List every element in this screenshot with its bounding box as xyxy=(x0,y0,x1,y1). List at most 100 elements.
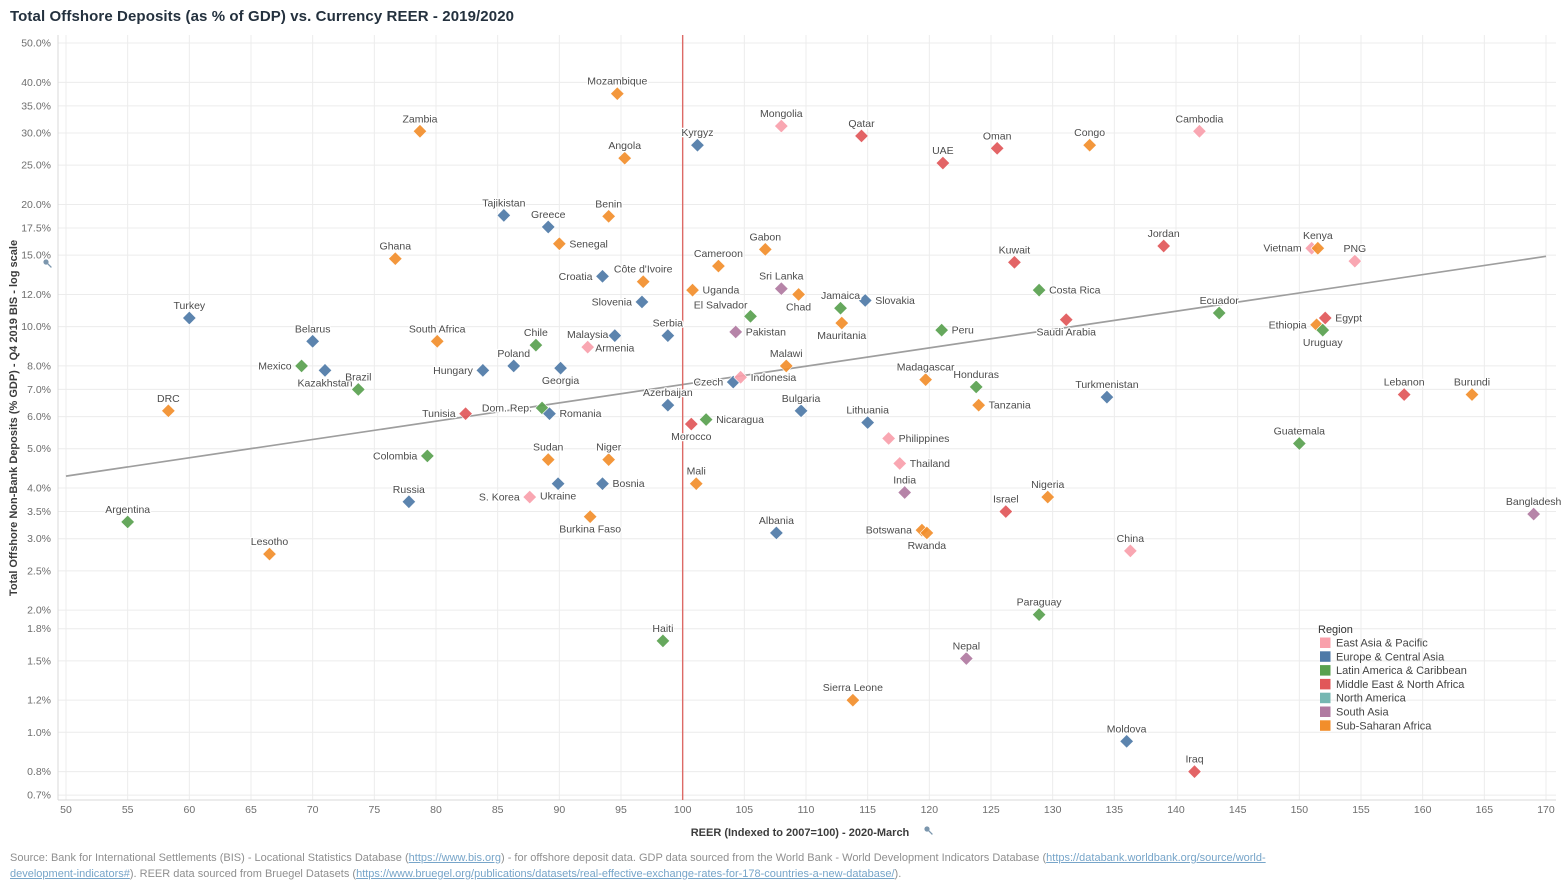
point-Costa Rica[interactable] xyxy=(1031,282,1047,298)
point-Turkey[interactable] xyxy=(182,310,197,326)
point-Romania[interactable] xyxy=(542,406,557,421)
point-Israel[interactable] xyxy=(998,504,1014,519)
point-Nepal[interactable] xyxy=(959,651,974,666)
point-Brazil[interactable] xyxy=(351,382,366,397)
point-Burkina Faso[interactable] xyxy=(582,509,598,524)
point-Tanzania[interactable] xyxy=(971,397,986,413)
point-Nicaragua[interactable] xyxy=(698,412,714,427)
point-Nigeria[interactable] xyxy=(1040,489,1055,505)
point-DRC[interactable] xyxy=(161,403,176,419)
point-Moldova[interactable] xyxy=(1119,734,1134,749)
legend-item-South Asia[interactable]: South Asia xyxy=(1320,706,1389,719)
legend-item-Europe & Central Asia[interactable]: Europe & Central Asia xyxy=(1320,651,1445,663)
point-Cameroon[interactable] xyxy=(711,258,726,274)
point-UAE[interactable] xyxy=(935,155,951,171)
point-Lithuania[interactable] xyxy=(860,415,875,430)
source-link[interactable]: https://www.bruegel.org/publications/dat… xyxy=(356,867,895,880)
point-El Salvador[interactable] xyxy=(743,309,758,324)
point-South Africa[interactable] xyxy=(430,334,445,349)
point-Uganda[interactable] xyxy=(685,282,700,298)
point-Pakistan[interactable] xyxy=(728,324,743,340)
point-Dom. Rep.[interactable] xyxy=(534,400,550,416)
point-Ghana[interactable] xyxy=(388,251,403,266)
point-Mongolia[interactable] xyxy=(774,118,789,134)
point-Serbia[interactable] xyxy=(660,328,676,343)
legend-item-Latin America & Caribbean[interactable]: Latin America & Caribbean xyxy=(1320,665,1467,677)
point-Peru[interactable] xyxy=(934,322,949,338)
point-Chile[interactable] xyxy=(528,337,544,353)
point-Turkmenistan[interactable] xyxy=(1099,389,1115,405)
point-Azerbaijan[interactable] xyxy=(660,397,676,413)
point-Mauritania[interactable] xyxy=(834,315,849,331)
point-Gabon[interactable] xyxy=(758,242,773,257)
point-Bosnia[interactable] xyxy=(595,476,610,491)
point-Iraq[interactable] xyxy=(1187,764,1202,779)
point-Zambia[interactable] xyxy=(412,124,428,139)
point-Chad[interactable] xyxy=(791,287,806,302)
point-Croatia[interactable] xyxy=(595,269,610,284)
point-Honduras[interactable] xyxy=(968,379,984,395)
legend-item-North America[interactable]: North America xyxy=(1320,692,1407,705)
point-Belarus[interactable] xyxy=(305,334,320,349)
point-Niger[interactable] xyxy=(601,452,616,467)
point-Morocco[interactable] xyxy=(684,416,699,432)
legend-item-Sub-Saharan Africa[interactable]: Sub-Saharan Africa xyxy=(1320,720,1432,732)
point-Russia[interactable] xyxy=(401,494,417,509)
point-Slovakia[interactable] xyxy=(857,293,873,308)
point-Paraguay[interactable] xyxy=(1031,607,1047,622)
point-Greece[interactable] xyxy=(541,219,556,235)
source-link[interactable]: https://www.bis.org xyxy=(408,852,501,864)
point-Malaysia[interactable] xyxy=(580,339,595,355)
point-Argentina[interactable] xyxy=(120,514,135,530)
point-Guatemala[interactable] xyxy=(1292,436,1307,451)
point-Kyrgyz[interactable] xyxy=(690,137,705,153)
point-Ethiopia[interactable] xyxy=(1309,317,1324,333)
point-India[interactable] xyxy=(897,485,912,500)
point-Ecuador[interactable] xyxy=(1211,305,1227,321)
point-Oman[interactable] xyxy=(989,141,1005,156)
point-PNG[interactable] xyxy=(1347,253,1363,269)
point-S. Korea[interactable] xyxy=(522,489,537,505)
point-Sudan[interactable] xyxy=(541,452,556,467)
point-Egypt[interactable] xyxy=(1318,310,1333,326)
point-Burundi[interactable] xyxy=(1464,387,1480,402)
point-Haiti[interactable] xyxy=(655,633,671,649)
point-Qatar[interactable] xyxy=(854,128,869,144)
point-Georgia[interactable] xyxy=(553,360,568,376)
legend-item-East Asia & Pacific[interactable]: East Asia & Pacific xyxy=(1320,637,1428,650)
point-Thailand[interactable] xyxy=(892,456,907,471)
source-link[interactable]: https://databank.worldbank.org/source/wo… xyxy=(10,852,1266,880)
point-Mexico[interactable] xyxy=(294,358,309,374)
point-Côte d'Ivoire[interactable] xyxy=(635,274,651,289)
point-Sierra Leone[interactable] xyxy=(845,692,861,708)
point-Madagascar[interactable] xyxy=(918,372,933,387)
point-Bulgaria[interactable] xyxy=(793,403,809,419)
point-Philippines[interactable] xyxy=(881,431,896,446)
point-Bangladesh[interactable] xyxy=(1526,506,1541,522)
point-Saudi Arabia[interactable] xyxy=(1059,312,1074,327)
point-Congo[interactable] xyxy=(1082,137,1097,153)
point-Indonesia[interactable] xyxy=(733,370,748,385)
point-Benin[interactable] xyxy=(601,209,616,224)
point-Jamaica[interactable] xyxy=(833,300,848,316)
point-Slovenia[interactable] xyxy=(634,294,650,310)
point-Mali[interactable] xyxy=(689,476,704,491)
point-Jordan[interactable] xyxy=(1156,238,1171,254)
point-Tunisia[interactable] xyxy=(458,406,473,421)
point-Armenia[interactable] xyxy=(607,328,623,343)
point-Poland[interactable] xyxy=(506,358,521,374)
point-Uruguay[interactable] xyxy=(1315,322,1330,338)
point-Tajikistan[interactable] xyxy=(496,208,512,223)
point-Albania[interactable] xyxy=(769,525,784,541)
legend-item-Middle East & North Africa[interactable]: Middle East & North Africa xyxy=(1320,678,1465,691)
point-Malawi[interactable] xyxy=(779,358,794,374)
point-Rwanda[interactable] xyxy=(919,525,935,541)
point-Kenya[interactable] xyxy=(1310,241,1326,256)
point-Ukraine[interactable] xyxy=(550,476,566,491)
point-Cambodia[interactable] xyxy=(1192,124,1207,139)
point-Lesotho[interactable] xyxy=(262,546,277,562)
point-Angola[interactable] xyxy=(617,150,632,166)
point-Hungary[interactable] xyxy=(475,363,491,378)
point-Kazakhstan[interactable] xyxy=(317,363,333,378)
point-China[interactable] xyxy=(1123,543,1138,559)
